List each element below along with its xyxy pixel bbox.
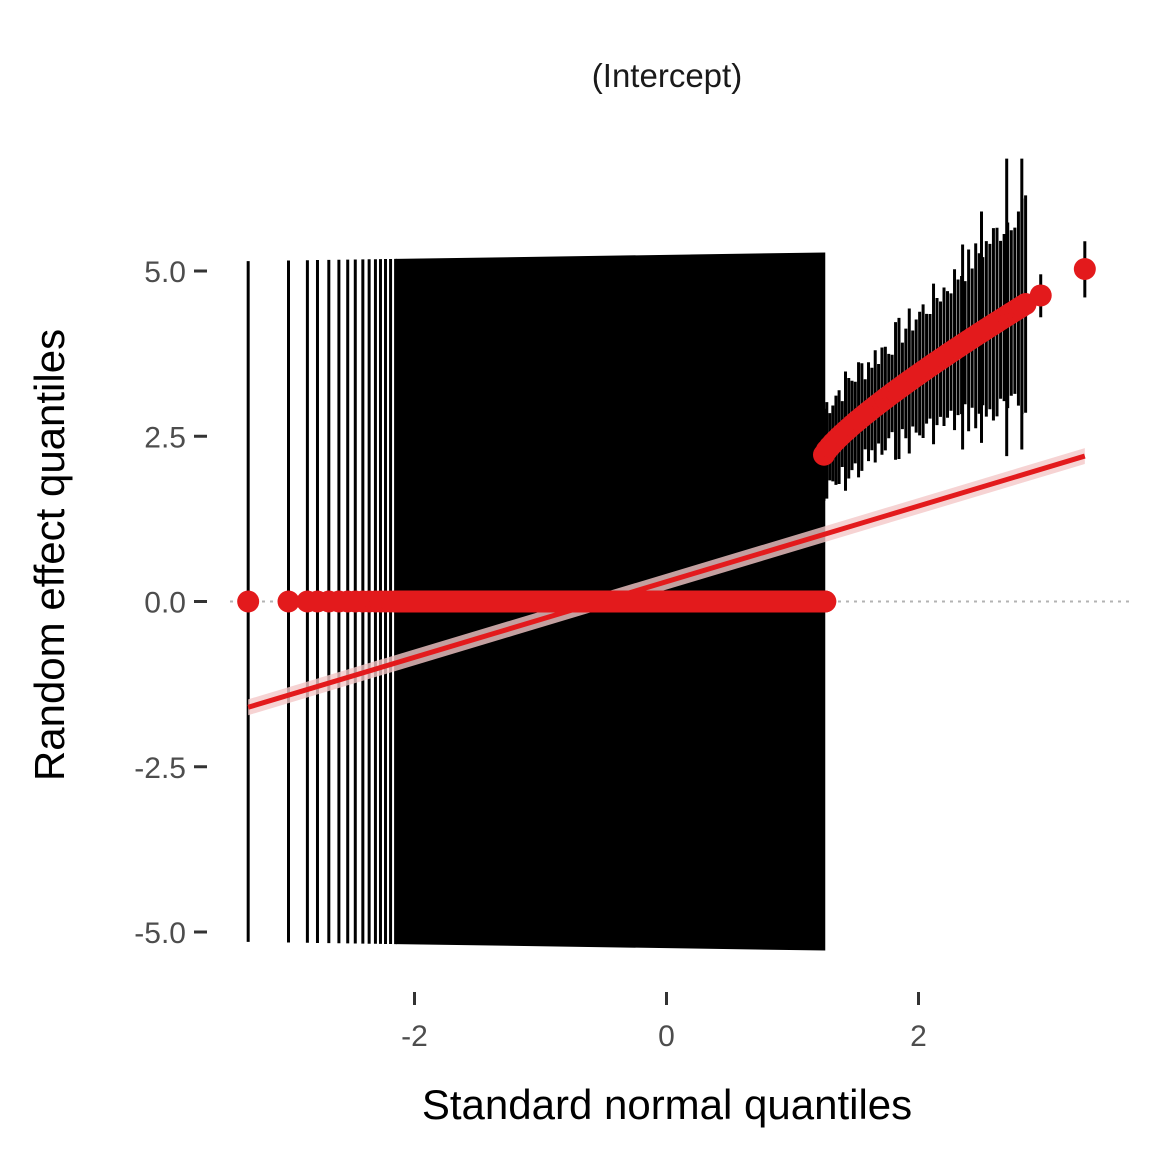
data-point: [384, 590, 407, 613]
y-tick-label: 0.0: [144, 587, 186, 620]
x-axis: -2 0 2: [401, 992, 927, 1053]
data-point: [1029, 284, 1052, 307]
data-point: [1073, 258, 1096, 281]
plot-area: [230, 158, 1130, 951]
x-tick-label: 2: [910, 1020, 927, 1053]
x-tick-label: -2: [401, 1020, 428, 1053]
y-tick-label: 5.0: [144, 256, 186, 289]
chart-title: (Intercept): [592, 57, 742, 94]
y-axis-title: Random effect quantiles: [26, 329, 73, 781]
y-tick-label: 2.5: [144, 421, 186, 454]
error-bars: [246, 158, 1087, 951]
data-point: [814, 590, 837, 613]
x-axis-title: Standard normal quantiles: [422, 1081, 912, 1128]
y-tick-label: -5.0: [134, 917, 186, 950]
y-tick-label: -2.5: [134, 752, 186, 785]
y-axis: 5.0 2.5 0.0 -2.5 -5.0: [134, 256, 207, 950]
data-point: [277, 590, 300, 613]
fit-line-group: [247, 448, 1086, 716]
fit-line: [247, 453, 1086, 710]
x-tick-label: 0: [658, 1020, 675, 1053]
data-point: [237, 590, 260, 613]
data-points: [237, 258, 1096, 613]
